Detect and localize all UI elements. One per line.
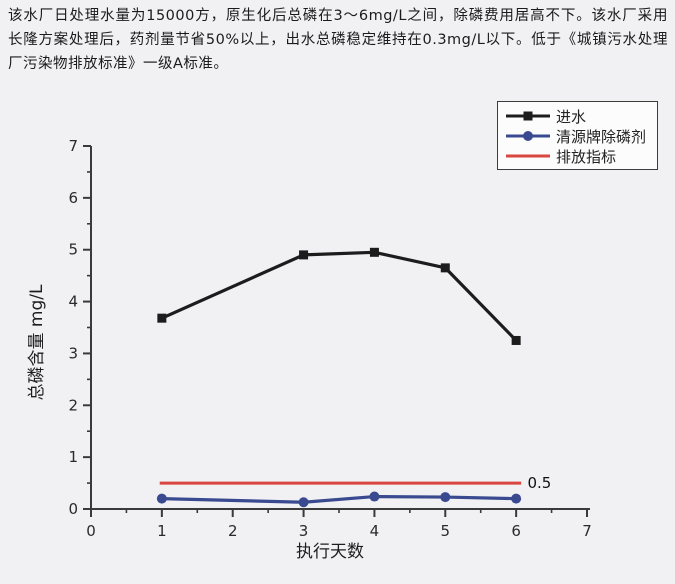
y-tick-label: 2 [68, 396, 78, 414]
data-point-marker [511, 493, 522, 504]
y-tick-label: 3 [68, 344, 78, 362]
series-line-1 [161, 494, 517, 504]
y-tick-label: 0 [68, 500, 78, 518]
data-point-marker [511, 335, 521, 345]
data-point-marker [157, 313, 167, 323]
data-point-marker [440, 492, 451, 503]
x-tick-label: 2 [228, 522, 238, 540]
y-tick-label: 1 [68, 448, 78, 466]
x-tick-label: 6 [511, 522, 521, 540]
data-point-marker [369, 491, 380, 502]
legend-item-influent: 进水 [505, 106, 651, 126]
x-tick-label: 0 [86, 522, 96, 540]
y-tick-label: 4 [68, 293, 78, 311]
series-line-0 [161, 250, 518, 342]
legend-item-limit: 排放指标 [505, 146, 651, 166]
legend-influent-label: 进水 [556, 107, 587, 126]
legend-limit-line-icon [506, 154, 550, 158]
data-point-marker [156, 493, 167, 504]
x-tick-label: 7 [582, 522, 592, 540]
chart-legend: 进水 清源牌除磷剂 排放指标 [497, 101, 658, 170]
x-tick-label: 4 [370, 522, 380, 540]
data-point-marker [299, 250, 309, 260]
data-point-marker [298, 497, 309, 508]
x-axis-title: 执行天数 [296, 542, 364, 562]
x-tick-label: 3 [299, 522, 309, 540]
y-tick-label: 7 [68, 137, 78, 155]
y-axis-title: 总磷含量 mg/L [27, 284, 47, 400]
data-point-marker [440, 263, 450, 273]
x-tick-label: 1 [157, 522, 167, 540]
legend-limit-label: 排放指标 [556, 147, 617, 166]
data-point-marker [369, 247, 379, 257]
y-tick-label: 6 [68, 189, 78, 207]
y-tick-label: 5 [68, 241, 78, 259]
legend-item-agent: 清源牌除磷剂 [505, 126, 651, 146]
legend-agent-line-icon [506, 131, 550, 141]
x-tick-label: 5 [441, 522, 451, 540]
intro-paragraph: 该水厂日处理水量为15000方，原生化后总磷在3～6mg/L之间，除磷费用居高不… [8, 8, 668, 72]
legend-agent-label: 清源牌除磷剂 [556, 127, 647, 146]
limit-value-annotation: 0.5 [527, 474, 551, 492]
phosphorus-line-chart: 0 1 2 3 4 5 6 7 0 1 2 3 4 5 6 7 执行天数 总磷含量 mg/L 0.5 [27, 137, 592, 562]
legend-influent-line-icon [506, 111, 550, 121]
